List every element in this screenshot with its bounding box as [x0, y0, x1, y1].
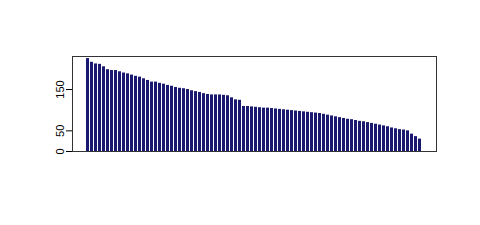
svg-text:50: 50 — [54, 125, 66, 137]
svg-text:150: 150 — [54, 80, 66, 98]
svg-text:0: 0 — [54, 148, 66, 154]
